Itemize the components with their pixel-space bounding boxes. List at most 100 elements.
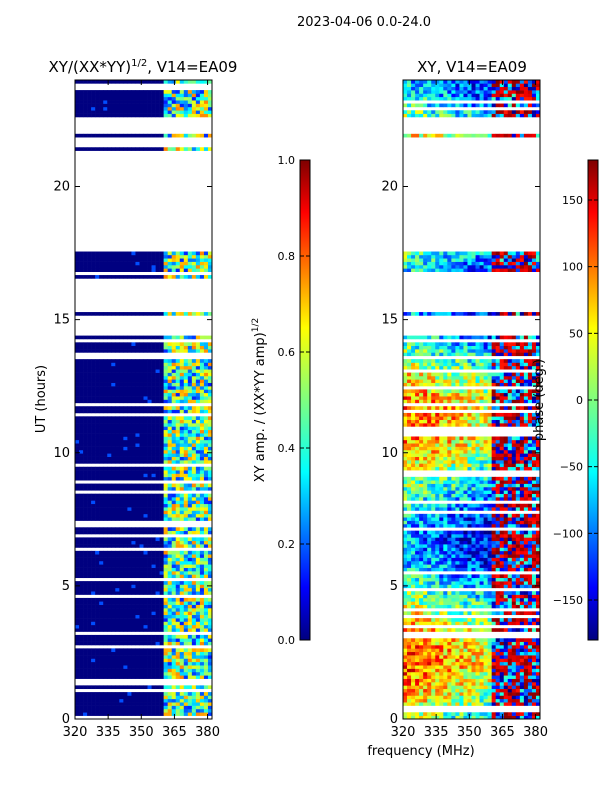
heatmap-cell xyxy=(139,466,144,471)
heatmap-cell xyxy=(179,486,185,491)
heatmap-cell xyxy=(447,648,452,653)
heatmap-cell xyxy=(139,554,144,558)
heatmap-cell xyxy=(163,591,168,595)
heatmap-cell xyxy=(171,359,177,363)
heatmap-cell xyxy=(511,597,517,602)
heatmap-cell xyxy=(495,702,501,706)
heatmap-cell xyxy=(187,349,193,353)
heatmap-cell xyxy=(167,426,173,431)
heatmap-cell xyxy=(103,486,108,491)
heatmap-cell xyxy=(187,369,193,373)
heatmap-cell xyxy=(91,96,96,101)
heatmap-cell xyxy=(139,342,144,346)
heatmap-cell xyxy=(435,661,440,666)
heatmap-cell xyxy=(519,671,525,676)
heatmap-cell xyxy=(163,486,168,491)
heatmap-cell xyxy=(111,530,116,535)
heatmap-cell xyxy=(111,621,116,626)
heatmap-cell xyxy=(143,275,148,279)
heatmap-cell xyxy=(171,349,177,353)
heatmap-cell xyxy=(163,483,168,488)
heatmap-cell xyxy=(159,503,164,508)
heatmap-cell xyxy=(103,345,108,350)
heatmap-cell xyxy=(171,372,177,377)
heatmap-cell xyxy=(143,258,148,262)
heatmap-cell xyxy=(511,655,517,659)
heatmap-cell xyxy=(175,103,181,108)
heatmap-cell xyxy=(479,621,484,626)
heatmap-cell xyxy=(139,537,144,542)
heatmap-cell xyxy=(179,396,185,400)
heatmap-cell xyxy=(103,423,108,427)
heatmap-cell xyxy=(103,439,108,444)
heatmap-cell xyxy=(187,500,193,505)
heatmap-cell xyxy=(115,712,120,716)
heatmap-cell xyxy=(79,365,84,370)
heatmap-cell xyxy=(123,439,128,444)
heatmap-cell xyxy=(535,698,541,703)
heatmap-cell xyxy=(175,90,181,94)
heatmap-cell xyxy=(455,668,460,673)
heatmap-cell xyxy=(195,443,201,447)
heatmap-cell xyxy=(159,476,164,481)
heatmap-cell xyxy=(203,473,209,478)
heatmap-cell xyxy=(79,675,84,679)
heatmap-cell xyxy=(187,147,193,151)
heatmap-cell xyxy=(203,611,209,616)
heatmap-cell xyxy=(127,362,132,367)
heatmap-cell xyxy=(119,510,124,515)
heatmap-cell xyxy=(167,685,173,690)
heatmap-cell xyxy=(199,466,205,471)
heatmap-cell xyxy=(123,587,128,592)
heatmap-cell xyxy=(511,645,517,649)
heatmap-cell xyxy=(127,113,132,118)
heatmap-cell xyxy=(79,100,84,104)
heatmap-cell xyxy=(163,436,168,441)
heatmap-cell xyxy=(203,409,209,414)
heatmap-cell xyxy=(79,429,84,434)
heatmap-cell xyxy=(95,661,100,666)
heatmap-cell xyxy=(111,668,116,673)
heatmap-cell xyxy=(407,648,412,653)
heatmap-cell xyxy=(79,661,84,666)
heatmap-cell xyxy=(123,93,128,98)
heatmap-cell xyxy=(171,587,177,592)
heatmap-cell xyxy=(187,90,193,94)
heatmap-cell xyxy=(203,470,209,474)
heatmap-cell xyxy=(187,453,193,457)
heatmap-cell xyxy=(423,648,428,653)
heatmap-cell xyxy=(83,382,88,387)
heatmap-cell xyxy=(103,470,108,474)
heatmap-cell xyxy=(499,668,505,673)
heatmap-cell xyxy=(199,675,205,679)
heatmap-cell xyxy=(171,369,177,373)
heatmap-cell xyxy=(99,399,104,404)
heatmap-cell xyxy=(459,638,464,642)
heatmap-cell xyxy=(179,517,185,521)
heatmap-cell xyxy=(139,708,144,713)
heatmap-cell xyxy=(155,342,160,346)
heatmap-cell xyxy=(127,382,132,387)
heatmap-cell xyxy=(115,651,120,656)
amplitude-title-main: XY/(XX*YY) xyxy=(49,58,132,76)
heatmap-cell xyxy=(403,597,408,602)
heatmap-cell xyxy=(79,335,84,340)
heatmap-cell xyxy=(75,668,80,673)
heatmap-cell xyxy=(199,258,205,262)
heatmap-cell xyxy=(139,550,144,555)
heatmap-cell xyxy=(163,708,168,713)
heatmap-cell xyxy=(455,645,460,649)
heatmap-cell xyxy=(467,688,472,693)
heatmap-cell xyxy=(75,443,80,447)
heatmap-cell xyxy=(447,628,452,632)
heatmap-cell xyxy=(127,618,132,622)
heatmap-cell xyxy=(107,530,112,535)
heatmap-cell xyxy=(471,597,476,602)
heatmap-cell xyxy=(139,345,144,350)
heatmap-cell xyxy=(75,624,80,629)
heatmap-cell xyxy=(167,634,173,639)
heatmap-cell xyxy=(519,678,525,683)
heatmap-cell xyxy=(167,349,173,353)
heatmap-cell xyxy=(119,103,124,108)
heatmap-cell xyxy=(99,375,104,380)
